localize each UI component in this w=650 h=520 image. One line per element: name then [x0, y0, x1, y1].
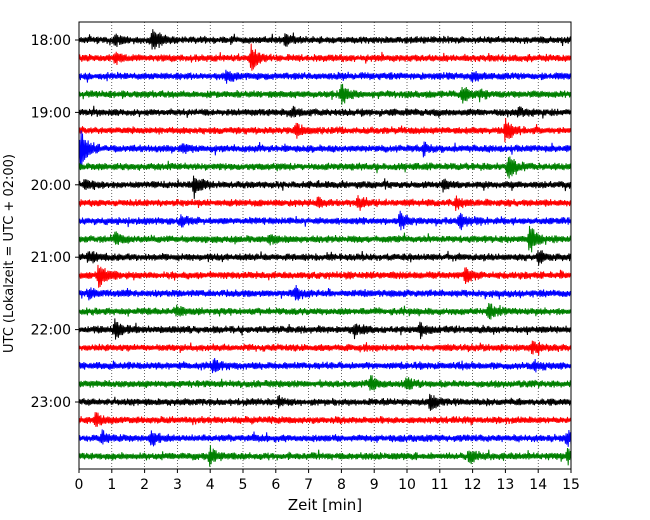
- seismic-trace: [78, 412, 572, 427]
- seismic-trace: [78, 445, 572, 467]
- seismic-trace: [78, 429, 572, 447]
- seismic-trace: [78, 303, 572, 320]
- seismic-trace: [78, 225, 572, 253]
- seismic-trace: [78, 393, 572, 411]
- seismic-trace: [78, 29, 572, 50]
- x-tick-label: 0: [75, 477, 84, 493]
- x-tick-label: 12: [464, 477, 482, 493]
- x-tick-label: 1: [107, 477, 116, 493]
- seismic-trace: [78, 250, 572, 266]
- seismic-trace: [78, 175, 572, 199]
- seismic-trace: [78, 156, 572, 179]
- y-axis: 18:00 19:00 20:00 21:00 22:00 23:00: [31, 33, 79, 411]
- x-tick-label: 15: [562, 477, 580, 493]
- seismic-trace: [78, 318, 572, 340]
- x-tick-label: 11: [431, 477, 449, 493]
- x-tick-label: 14: [529, 477, 547, 493]
- x-tick-label: 2: [140, 477, 149, 493]
- seismic-trace: [78, 358, 572, 374]
- x-tick-label: 13: [496, 477, 514, 493]
- seismic-trace: [78, 83, 572, 105]
- x-axis: 0 1 2 3 4 5 6 7 8 9 10 11 12 13 14 15: [75, 469, 580, 493]
- x-tick-label: 3: [173, 477, 182, 493]
- y-axis-label: UTC (Lokalzeit = UTC + 02:00): [2, 154, 17, 353]
- seismic-trace: [78, 285, 572, 301]
- y-tick-label: 20:00: [31, 178, 71, 194]
- y-tick-label: 21:00: [31, 250, 71, 266]
- seismic-trace: [78, 43, 572, 71]
- x-tick-label: 4: [206, 477, 215, 493]
- seismic-trace: [78, 118, 572, 143]
- y-tick-label: 22:00: [31, 323, 71, 339]
- seismic-trace: [78, 264, 572, 288]
- seismic-trace: [78, 69, 572, 84]
- x-tick-label: 9: [370, 477, 379, 493]
- trace-group: [78, 29, 572, 467]
- x-tick-label: 5: [239, 477, 248, 493]
- y-tick-label: 23:00: [31, 395, 71, 411]
- x-tick-label: 8: [337, 477, 346, 493]
- seismic-trace: [78, 375, 572, 391]
- minute-grid: [111, 22, 539, 469]
- seismic-trace: [78, 130, 572, 170]
- seismic-trace: [78, 210, 572, 231]
- seismic-trace: [78, 195, 572, 212]
- x-axis-label: Zeit [min]: [288, 496, 362, 514]
- x-tick-label: 7: [304, 477, 313, 493]
- plot-frame: [78, 21, 572, 470]
- seismic-trace: [78, 105, 572, 119]
- seismic-trace: [78, 340, 572, 356]
- y-tick-label: 19:00: [31, 105, 71, 121]
- x-tick-label: 10: [398, 477, 416, 493]
- x-tick-label: 6: [271, 477, 280, 493]
- y-tick-label: 18:00: [31, 33, 71, 49]
